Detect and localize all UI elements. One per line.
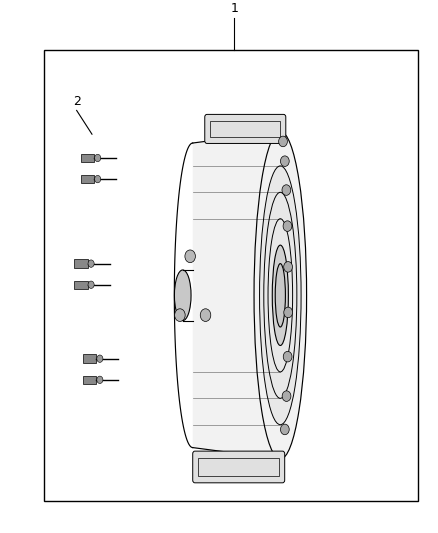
Bar — [81, 175, 94, 183]
Bar — [210, 122, 280, 136]
Ellipse shape — [175, 309, 185, 321]
Ellipse shape — [200, 309, 211, 321]
Ellipse shape — [264, 192, 297, 398]
FancyBboxPatch shape — [205, 115, 286, 143]
Ellipse shape — [95, 175, 101, 183]
Ellipse shape — [97, 376, 103, 384]
Text: 2: 2 — [73, 95, 81, 108]
Ellipse shape — [280, 156, 289, 166]
Bar — [74, 260, 88, 268]
Ellipse shape — [268, 219, 293, 372]
Ellipse shape — [260, 166, 301, 425]
Ellipse shape — [280, 424, 289, 435]
Bar — [44, 50, 418, 502]
Ellipse shape — [272, 245, 288, 345]
Ellipse shape — [88, 281, 94, 288]
Ellipse shape — [282, 391, 291, 401]
Ellipse shape — [284, 307, 293, 318]
Polygon shape — [193, 132, 280, 459]
Ellipse shape — [97, 355, 103, 362]
Ellipse shape — [185, 250, 195, 263]
Bar — [74, 280, 88, 289]
FancyBboxPatch shape — [193, 451, 285, 483]
Ellipse shape — [283, 221, 292, 231]
Ellipse shape — [284, 262, 293, 272]
Bar — [198, 458, 279, 476]
Ellipse shape — [174, 270, 191, 321]
Text: 1: 1 — [230, 2, 238, 15]
Bar — [83, 354, 96, 363]
Ellipse shape — [254, 132, 307, 459]
Ellipse shape — [283, 351, 292, 362]
Bar — [83, 376, 96, 384]
Ellipse shape — [282, 185, 291, 195]
Ellipse shape — [279, 136, 287, 147]
Ellipse shape — [275, 264, 286, 327]
Ellipse shape — [88, 260, 94, 268]
Bar — [81, 154, 94, 162]
Ellipse shape — [95, 154, 101, 161]
